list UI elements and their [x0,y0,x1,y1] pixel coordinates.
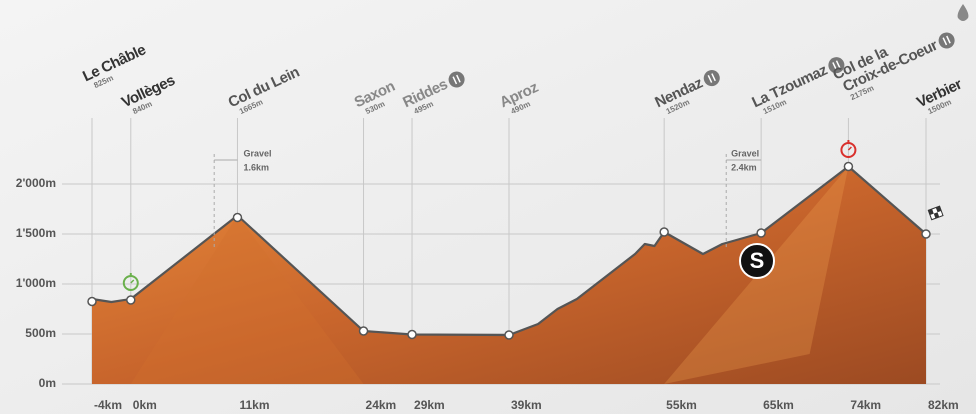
y-tick-label: 1'500m [16,226,56,240]
gravel-title: Gravel [243,148,271,158]
waypoint-dot [232,212,243,223]
profile-line [91,165,927,337]
gravel-length: 2.4km [731,162,757,172]
waypoint-dot [358,326,369,336]
waypoint-dot [87,296,97,307]
waypoint-dot [126,295,136,305]
x-tick-label: 82km [928,398,959,412]
x-tick-label: 39km [511,398,542,412]
y-tick-label: 500m [25,326,56,340]
facet [130,215,364,384]
restaurant-icon [942,35,951,46]
x-tick-label: -4km [94,398,122,412]
x-tick-label: 74km [850,398,881,412]
x-tick-label: 55km [666,398,697,412]
restaurant-icon [452,74,461,85]
restaurant-icon [448,71,465,88]
y-tick-label: 0m [39,376,56,390]
restaurant-icon [832,60,841,70]
restaurant-icon [703,70,720,87]
waypoint-dot [407,329,417,340]
waypoint-dot [756,228,766,238]
restaurant-icon [707,73,716,83]
x-tick-label: 29km [414,398,445,412]
waypoint-dot [504,330,514,340]
gravel-length: 1.6km [243,162,269,172]
drop-icon [957,4,969,21]
waypoint-dot [921,229,931,239]
waypoint-dot [843,161,854,172]
profile-area [92,166,926,384]
y-tick-label: 2'000m [16,176,56,190]
stopwatch-icon [847,146,852,151]
x-tick-label: 65km [763,398,794,412]
y-tick-label: 1'000m [16,276,56,290]
gravel-title: Gravel [731,148,759,158]
x-tick-label: 0km [133,398,157,412]
stopwatch-icon [130,279,135,284]
finish-flag [928,206,942,219]
badge [739,243,775,279]
facet [664,166,849,384]
x-tick-label: 11km [239,398,269,412]
badge-text: S [750,248,765,273]
waypoint-dot [659,227,669,237]
restaurant-icon [938,32,955,49]
restaurant-icon [828,57,845,74]
x-tick-label: 24km [366,398,397,412]
